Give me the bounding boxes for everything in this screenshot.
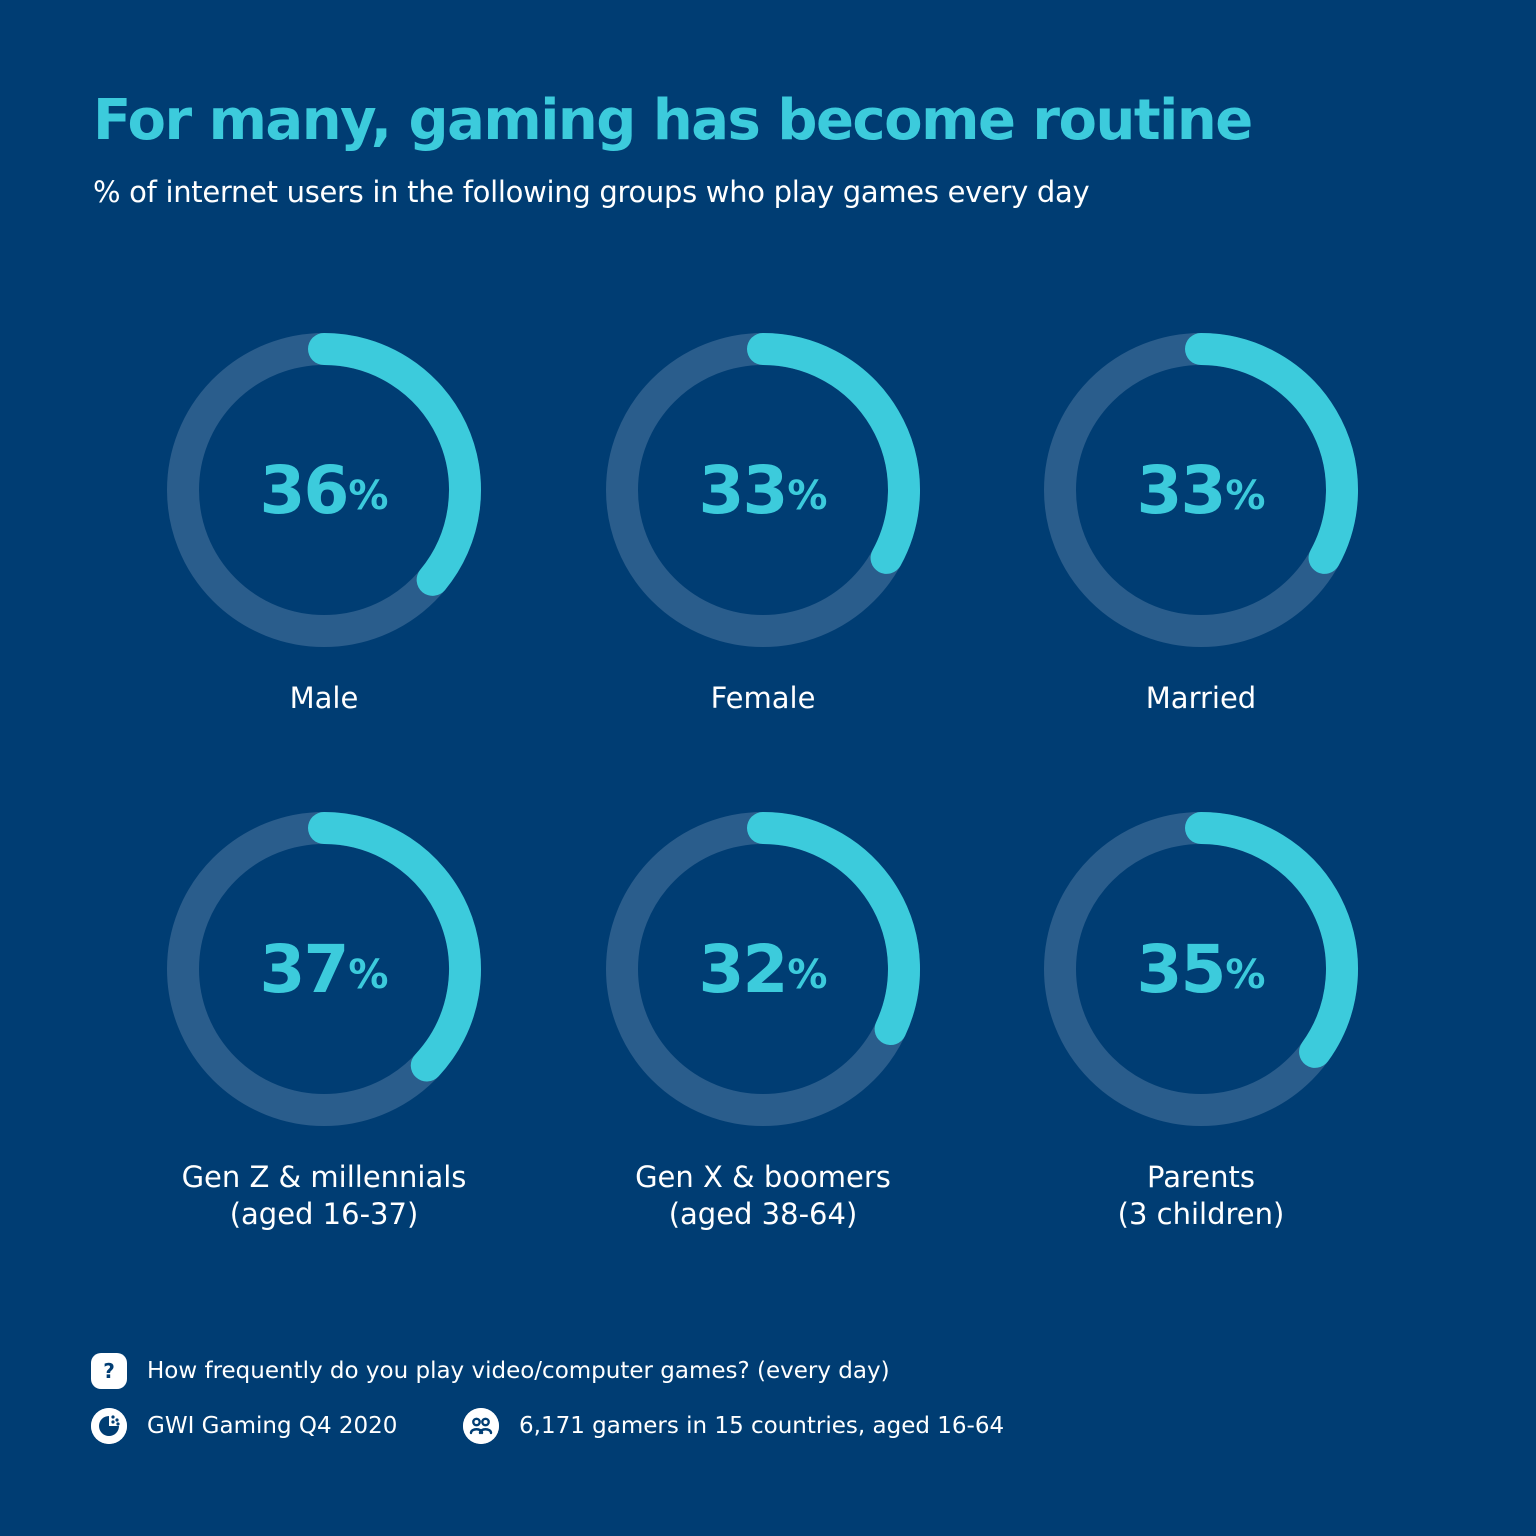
- category-sublabel: (3 children): [1117, 1197, 1285, 1231]
- gwi-logo-svg: [91, 1408, 127, 1444]
- footer-question-text: How frequently do you play video/compute…: [147, 1358, 890, 1384]
- gwi-logo-icon: [91, 1408, 127, 1444]
- donut-svg: [606, 812, 920, 1126]
- footer-sample-text: 6,171 gamers in 15 countries, aged 16-64: [519, 1413, 1005, 1439]
- footer-source: GWI Gaming Q4 2020: [91, 1408, 397, 1444]
- donut-chart-gen-x-boomers: 32%: [603, 809, 923, 1129]
- people-icon: [463, 1408, 499, 1444]
- percentage-unit: %: [787, 473, 828, 519]
- donut-svg: [606, 333, 920, 647]
- donut-chart-married: 33%: [1041, 330, 1361, 650]
- donut-arc: [747, 333, 920, 574]
- percentage-unit: %: [1225, 952, 1266, 998]
- percentage-unit: %: [1225, 473, 1266, 519]
- category-label: Parents (3 children): [991, 1159, 1411, 1233]
- category-name: Gen X & boomers: [635, 1160, 891, 1194]
- category-name: Gen Z & millennials: [181, 1160, 467, 1194]
- category-name: Parents: [1147, 1160, 1255, 1194]
- donut-svg: [1044, 333, 1358, 647]
- donut-arc: [308, 333, 481, 596]
- category-label: Male: [114, 680, 534, 717]
- donut-svg: [167, 333, 481, 647]
- donut-chart-gen-z-millennials: 37%: [164, 809, 484, 1129]
- category-sublabel: (aged 16-37): [229, 1197, 419, 1231]
- footer-question: ? How frequently do you play video/compu…: [91, 1353, 890, 1389]
- percentage-number: 36: [259, 451, 350, 529]
- category-name: Male: [289, 681, 359, 715]
- percentage-number: 35: [1136, 930, 1227, 1008]
- donut-arc: [308, 812, 481, 1082]
- donut-svg: [1044, 812, 1358, 1126]
- category-name: Female: [710, 681, 816, 715]
- people-svg: [463, 1408, 499, 1444]
- percentage-number: 32: [698, 930, 789, 1008]
- percentage-unit: %: [348, 952, 389, 998]
- chart-subtitle: % of internet users in the following gro…: [93, 175, 1090, 209]
- donut-svg: [167, 812, 481, 1126]
- category-sublabel: (aged 38-64): [668, 1197, 858, 1231]
- percentage-unit: %: [348, 473, 389, 519]
- percentage-value: 35%: [1041, 809, 1361, 1129]
- percentage-value: 36%: [164, 330, 484, 650]
- percentage-number: 33: [1136, 451, 1227, 529]
- category-name: Married: [1145, 681, 1257, 715]
- donut-chart-female: 33%: [603, 330, 923, 650]
- donut-chart-male: 36%: [164, 330, 484, 650]
- chart-title: For many, gaming has become routine: [93, 88, 1253, 153]
- percentage-number: 37: [259, 930, 350, 1008]
- percentage-value: 32%: [603, 809, 923, 1129]
- footer-source-text: GWI Gaming Q4 2020: [147, 1413, 398, 1439]
- percentage-number: 33: [698, 451, 789, 529]
- category-label: Female: [553, 680, 973, 717]
- question-icon: ?: [91, 1353, 127, 1389]
- donut-arc: [747, 812, 920, 1046]
- donut-arc: [1185, 812, 1358, 1068]
- percentage-value: 37%: [164, 809, 484, 1129]
- category-label: Married: [991, 680, 1411, 717]
- donut-chart-parents: 35%: [1041, 809, 1361, 1129]
- percentage-unit: %: [787, 952, 828, 998]
- donut-arc: [1185, 333, 1358, 574]
- category-label: Gen Z & millennials (aged 16-37): [114, 1159, 534, 1233]
- footer-sample: 6,171 gamers in 15 countries, aged 16-64: [463, 1408, 1004, 1444]
- percentage-value: 33%: [1041, 330, 1361, 650]
- category-label: Gen X & boomers (aged 38-64): [553, 1159, 973, 1233]
- percentage-value: 33%: [603, 330, 923, 650]
- question-glyph: ?: [103, 1359, 115, 1383]
